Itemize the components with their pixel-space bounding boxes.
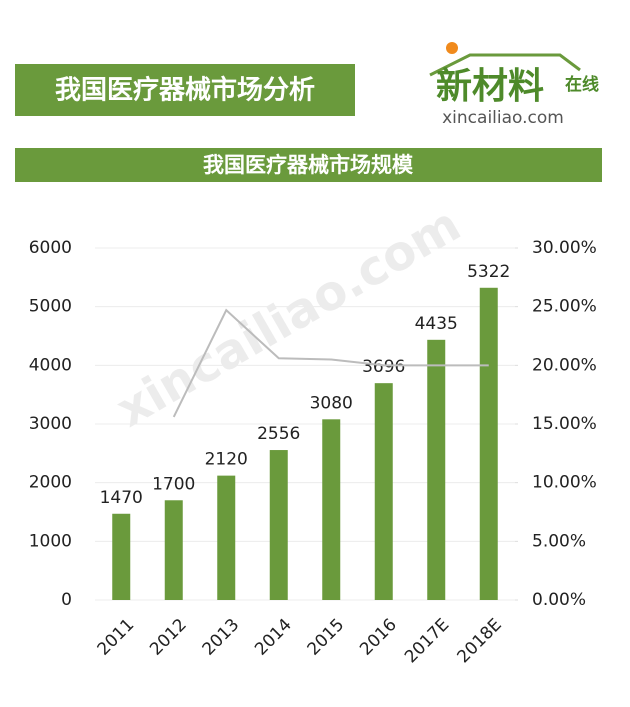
data-label: 2120 (205, 450, 248, 470)
y-tick-label: 4000 (29, 355, 72, 375)
chart-title: 我国医疗器械市场规模 (203, 153, 414, 177)
y2-tick-label: 15.00% (532, 414, 597, 434)
y-tick-label: 5000 (29, 297, 72, 317)
page-title: 我国医疗器械市场分析 (55, 75, 315, 106)
bar (112, 513, 131, 600)
bar (164, 500, 183, 600)
x-tick-label: 2016 (356, 615, 401, 660)
y2-tick-label: 0.00% (532, 590, 586, 610)
x-tick-label: 2014 (251, 615, 296, 660)
plot: 0 1000 2000 3000 4000 5000 6000 0.00% 5.00% 10.00… (29, 238, 597, 667)
x-tick-label: 2011 (94, 615, 139, 660)
chart-title-band (15, 148, 602, 182)
bar (427, 339, 446, 600)
y-tick-label: 6000 (29, 238, 72, 258)
logo-dot (446, 42, 458, 54)
x-tick-label: 2018E (453, 615, 505, 667)
x-tick-label: 2017E (401, 615, 453, 667)
logo-tag: 在线 (565, 74, 599, 95)
data-label: 3696 (362, 357, 405, 377)
x-tick-label: 2013 (199, 615, 244, 660)
bar (269, 450, 288, 600)
y2-tick-label: 5.00% (532, 531, 586, 551)
bar (479, 287, 498, 600)
bar (374, 383, 393, 600)
logo-url: xincailiao.com (442, 108, 564, 128)
logo-name: 新材料 (436, 66, 544, 107)
data-label: 2556 (257, 424, 300, 444)
data-label: 1700 (152, 474, 195, 494)
y-tick-label: 3000 (29, 414, 72, 434)
data-label: 1470 (100, 488, 143, 508)
logo-roof (429, 53, 581, 77)
growth-line (172, 308, 489, 418)
y-tick-label: 0 (61, 590, 72, 610)
bar (217, 475, 236, 600)
x-tick-label: 2012 (146, 615, 191, 660)
y-tick-label: 1000 (29, 531, 72, 551)
y2-tick-label: 10.00% (532, 473, 597, 493)
bar (322, 419, 341, 600)
title-band (15, 64, 355, 116)
data-label: 5322 (467, 262, 510, 282)
x-tick-label: 2015 (304, 615, 349, 660)
data-label: 4435 (415, 314, 458, 334)
y2-tick-label: 30.00% (532, 238, 597, 258)
y2-tick-label: 20.00% (532, 355, 597, 375)
y2-tick-label: 25.00% (532, 297, 597, 317)
data-label: 3080 (310, 393, 353, 413)
y-tick-label: 2000 (29, 473, 72, 493)
